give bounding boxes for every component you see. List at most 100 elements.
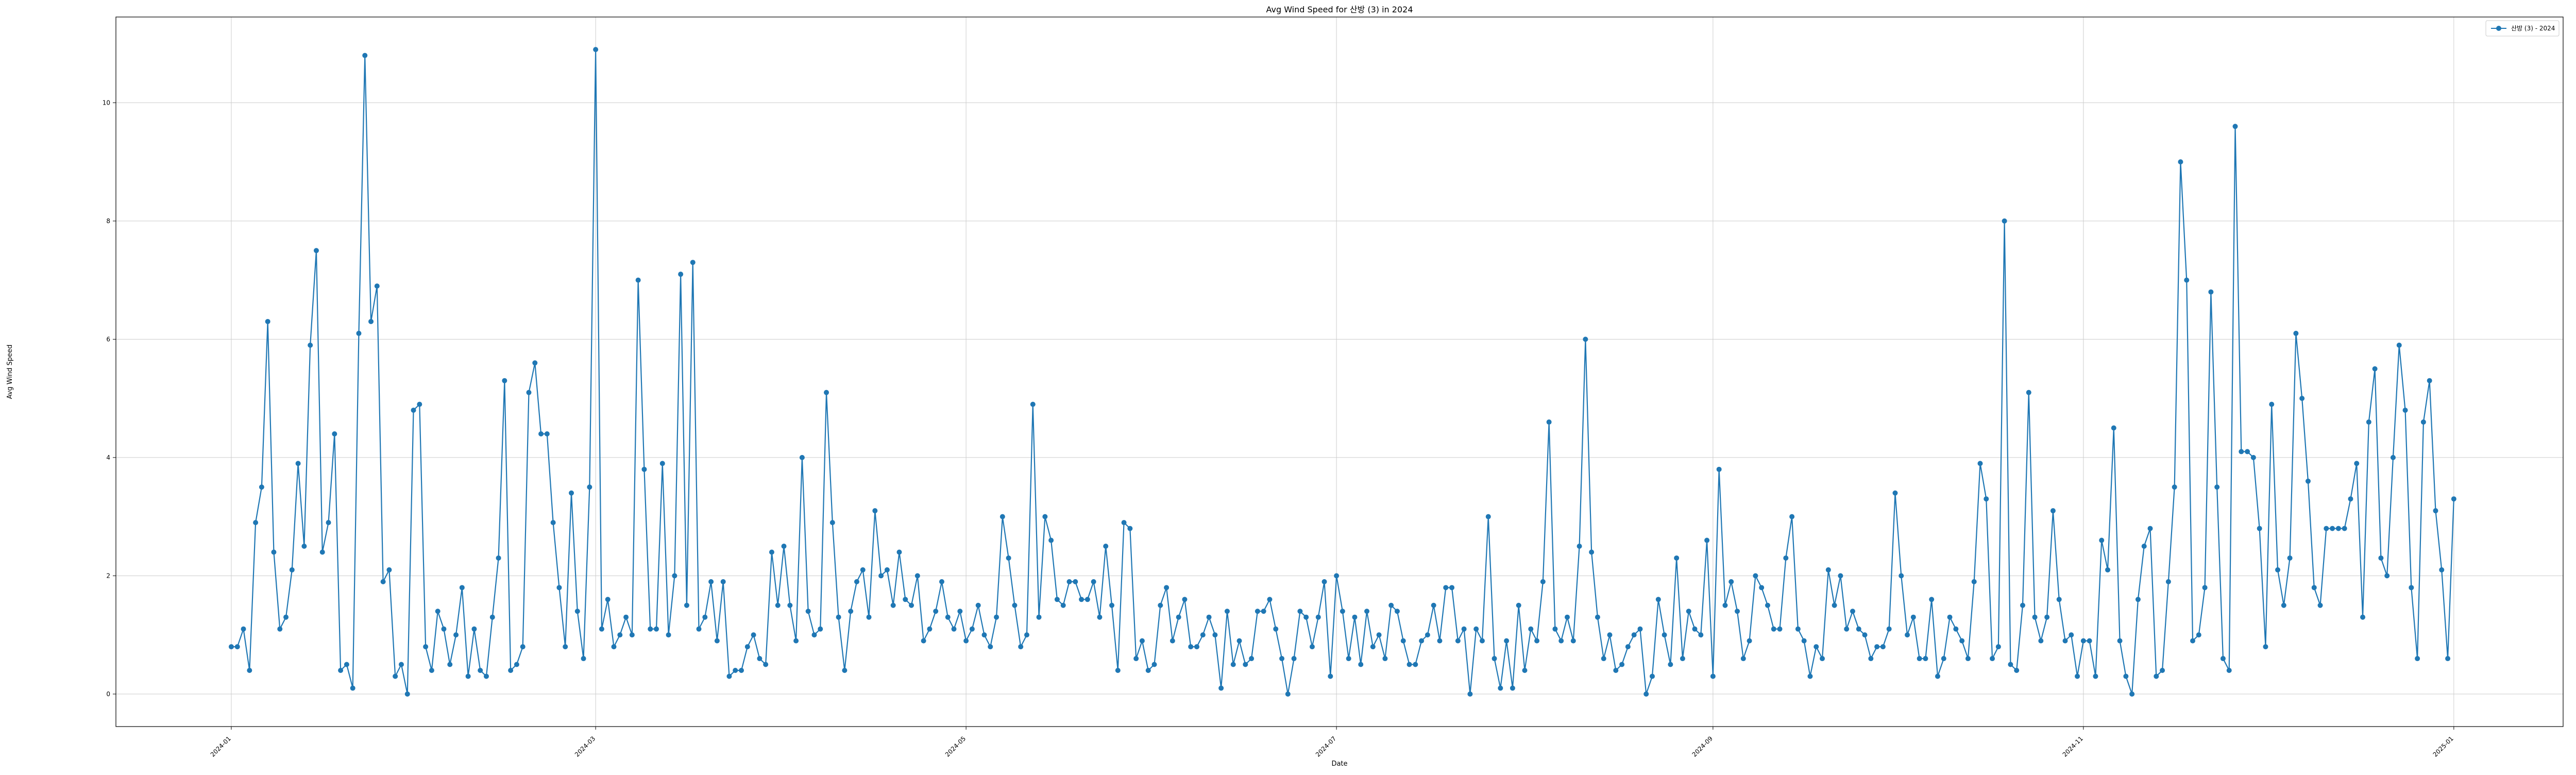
data-point xyxy=(1631,632,1637,638)
data-point xyxy=(1054,597,1060,602)
data-point xyxy=(1164,585,1170,591)
data-point xyxy=(1200,632,1206,638)
data-point xyxy=(927,626,933,632)
data-point xyxy=(1655,597,1661,602)
data-point xyxy=(556,585,562,591)
data-point xyxy=(368,318,374,324)
data-point xyxy=(1747,638,1752,644)
data-point xyxy=(2396,342,2402,348)
data-point xyxy=(666,632,671,638)
data-point xyxy=(1619,662,1625,667)
data-point xyxy=(1437,638,1443,644)
data-point xyxy=(1899,573,1904,579)
data-point xyxy=(1923,656,1928,662)
data-point xyxy=(1674,555,1680,561)
data-point xyxy=(1516,602,1521,608)
data-point xyxy=(1801,638,1807,644)
data-point xyxy=(1261,609,1266,614)
data-point xyxy=(1115,667,1121,673)
data-point xyxy=(283,614,289,620)
data-point xyxy=(1552,626,1558,632)
data-point xyxy=(1740,656,1746,662)
data-point xyxy=(1856,626,1861,632)
data-point xyxy=(234,644,240,650)
data-point xyxy=(435,609,440,614)
data-point xyxy=(404,691,410,697)
data-point xyxy=(1565,614,1570,620)
data-point xyxy=(520,644,526,650)
data-point xyxy=(1838,573,1843,579)
data-point xyxy=(1273,626,1279,632)
data-point xyxy=(1759,585,1765,591)
data-point xyxy=(386,567,392,572)
data-point xyxy=(1510,685,1515,691)
data-point xyxy=(1036,614,1042,620)
data-point xyxy=(1735,609,1740,614)
y-tick-label: 8 xyxy=(106,217,110,225)
data-point xyxy=(2214,484,2220,490)
data-point xyxy=(1133,656,1139,662)
data-point xyxy=(496,555,501,561)
data-point xyxy=(1862,632,1868,638)
data-point xyxy=(2123,673,2129,679)
data-point xyxy=(775,602,781,608)
data-point xyxy=(508,667,514,673)
data-point xyxy=(1814,644,1819,650)
data-point xyxy=(1170,638,1175,644)
data-point xyxy=(356,330,362,336)
data-point xyxy=(459,585,465,591)
data-point xyxy=(1406,662,1412,667)
data-point xyxy=(295,461,301,466)
data-point xyxy=(1297,609,1303,614)
data-point xyxy=(2372,366,2378,372)
data-point xyxy=(478,667,483,673)
data-point xyxy=(945,614,951,620)
data-point xyxy=(1382,656,1388,662)
data-point xyxy=(308,342,313,348)
data-point xyxy=(1315,614,1321,620)
data-point xyxy=(1097,614,1103,620)
data-point xyxy=(2269,401,2275,407)
data-point xyxy=(805,609,811,614)
data-point xyxy=(641,466,647,472)
data-point xyxy=(878,573,884,579)
data-point xyxy=(1370,644,1376,650)
data-point xyxy=(787,602,793,608)
y-tick-label: 4 xyxy=(106,454,110,461)
data-point xyxy=(733,667,738,673)
data-point xyxy=(999,514,1005,519)
data-point xyxy=(678,272,684,277)
data-point xyxy=(2226,667,2232,673)
data-point xyxy=(1844,626,1850,632)
data-point xyxy=(1698,632,1704,638)
data-point xyxy=(1977,461,1983,466)
data-point xyxy=(1959,638,1965,644)
data-point xyxy=(1546,419,1552,425)
data-point xyxy=(423,644,429,650)
data-point xyxy=(1012,602,1018,608)
data-point xyxy=(2451,496,2456,502)
data-point xyxy=(836,614,841,620)
data-point xyxy=(975,602,981,608)
data-point xyxy=(1771,626,1776,632)
data-point xyxy=(957,609,963,614)
data-point xyxy=(2165,579,2171,584)
data-point xyxy=(824,390,829,395)
data-point xyxy=(818,626,823,632)
data-point xyxy=(1109,602,1114,608)
data-point xyxy=(909,602,914,608)
data-point xyxy=(1158,602,1163,608)
data-point xyxy=(1388,602,1394,608)
data-point xyxy=(635,277,641,283)
data-point xyxy=(2299,396,2305,401)
data-point xyxy=(1662,632,1667,638)
data-point xyxy=(1995,644,2001,650)
data-point xyxy=(1668,662,1673,667)
data-point xyxy=(2354,461,2360,466)
data-point xyxy=(921,638,926,644)
data-point xyxy=(2032,614,2038,620)
data-point xyxy=(1151,662,1157,667)
y-tick-label: 6 xyxy=(106,335,110,343)
